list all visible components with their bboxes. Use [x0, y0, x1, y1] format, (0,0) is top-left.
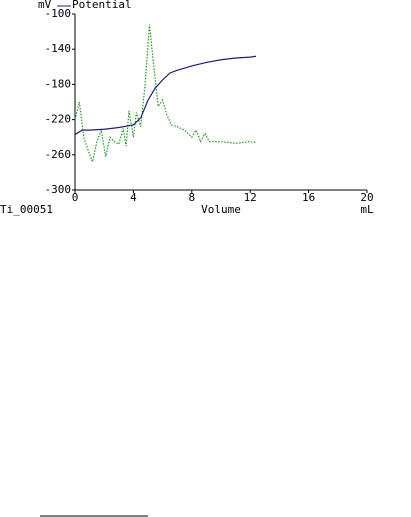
legend-label: Potential: [72, 0, 132, 11]
x-tick-label: 16: [302, 191, 315, 204]
series-line: [74, 24, 257, 164]
x-tick-label: 4: [130, 191, 137, 204]
y-tick-label: -300: [45, 183, 72, 196]
y-tick-label: -220: [45, 113, 72, 126]
x-axis-label: Volume: [201, 203, 241, 216]
y-tick-label: -140: [45, 42, 72, 55]
x-tick-label: 20: [360, 191, 373, 204]
sample-label: Ti_00051: [0, 203, 53, 216]
y-tick-label: -260: [45, 148, 72, 161]
x-tick-label: 0: [72, 191, 79, 204]
y-tick-label: -180: [45, 77, 72, 90]
y-unit: mV: [38, 0, 52, 11]
x-unit: mL: [360, 203, 374, 216]
x-tick-label: 8: [188, 191, 195, 204]
x-tick-label: 12: [244, 191, 257, 204]
series-line: [74, 55, 257, 136]
y-tick-label: -100: [45, 7, 72, 20]
